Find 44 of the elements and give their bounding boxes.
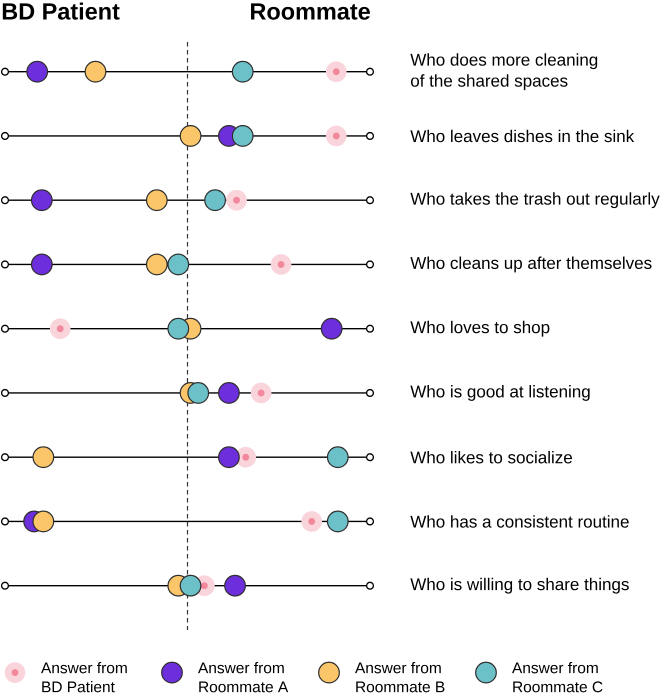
point	[218, 446, 240, 468]
point	[50, 318, 71, 340]
point	[250, 382, 272, 404]
point	[226, 190, 247, 211]
point	[204, 189, 226, 212]
y-tick-label: Who does more cleaning of the shared spaces	[410, 53, 598, 90]
point	[30, 254, 53, 276]
point	[326, 510, 349, 532]
point	[146, 254, 168, 276]
y-tick-label: Who cleans up after themselves	[410, 256, 652, 272]
y-tick-label: Who takes the trash out regularly	[410, 192, 660, 208]
y-tick-label: Who has a consistent routine	[410, 515, 629, 528]
point	[180, 125, 202, 147]
y-tick-label: Who loves to shop	[410, 320, 550, 337]
point	[224, 574, 246, 597]
point	[146, 189, 168, 212]
legend-label: Answer from Roommate C	[512, 662, 602, 692]
point	[167, 318, 190, 340]
point	[218, 382, 240, 404]
text: Roommate	[251, 3, 370, 20]
y-tick-label: Who leaves dishes in the sink	[410, 130, 634, 142]
y-tick-label: Who is good at listening	[410, 385, 590, 401]
y-tick-label: Who likes to socialize	[410, 450, 572, 464]
legend-label: Answer from Roommate A	[198, 662, 288, 692]
point	[32, 510, 54, 532]
point	[326, 126, 347, 146]
point	[270, 254, 292, 275]
point	[232, 125, 254, 147]
point	[326, 61, 347, 82]
legend-label: Answer from BD Patient	[41, 662, 127, 692]
point	[30, 189, 53, 212]
point	[232, 60, 254, 83]
point	[84, 60, 106, 83]
legend-label: Answer from Roommate B	[355, 662, 444, 692]
point	[32, 446, 54, 468]
point	[180, 574, 202, 597]
point	[26, 60, 48, 83]
text: BD Patient	[2, 2, 120, 20]
y-tick-label: Who is willing to share things	[410, 578, 629, 594]
point	[301, 511, 322, 532]
point	[326, 446, 349, 468]
point	[187, 382, 210, 404]
point	[320, 318, 343, 340]
point	[167, 254, 190, 276]
